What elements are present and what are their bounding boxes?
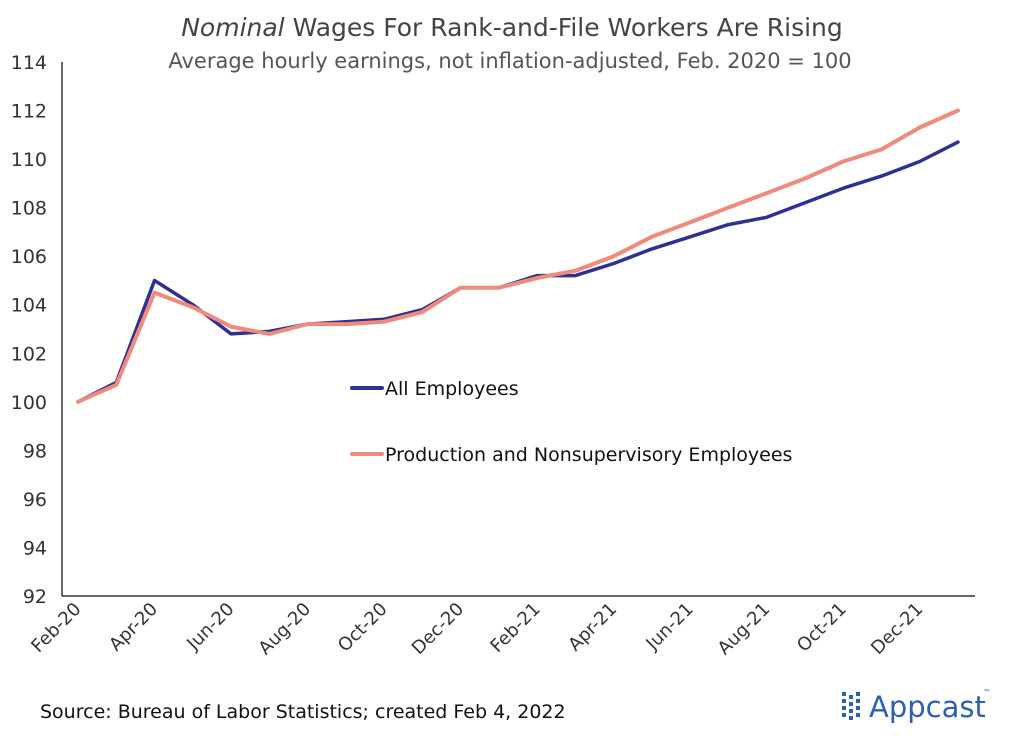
logo-dot xyxy=(849,695,853,699)
x-tick-label: Aug-21 xyxy=(714,599,774,659)
y-tick-label: 104 xyxy=(11,295,47,317)
logo-dot xyxy=(842,706,846,710)
x-tick-label: Jun-20 xyxy=(182,599,238,655)
series-lines xyxy=(76,108,960,404)
y-tick-label: 94 xyxy=(23,537,47,559)
source-note: Source: Bureau of Labor Statistics; crea… xyxy=(40,701,566,723)
y-tick-label: 92 xyxy=(23,586,47,608)
y-axis-ticks: 92 94 96 98 100 102 104 106 108 110 112 114 xyxy=(11,52,47,608)
logo-dot xyxy=(842,692,846,696)
logo-dot xyxy=(856,692,860,696)
logo-text: Appcast xyxy=(869,690,986,724)
x-tick-label: Aug-20 xyxy=(255,599,315,659)
x-tick-label: Oct-21 xyxy=(793,599,851,657)
y-tick-label: 96 xyxy=(23,489,47,511)
x-axis-ticks: Feb-20 Apr-20 Jun-20 Aug-20 Oct-20 Dec-20 Feb-… xyxy=(27,599,927,659)
logo-mark-icon xyxy=(842,692,860,720)
logo-trademark: ™ xyxy=(983,688,991,697)
logo-dot xyxy=(856,706,860,710)
x-tick-label: Apr-20 xyxy=(105,599,162,656)
chart-title-rest: Wages For Rank-and-File Workers Are Risi… xyxy=(285,13,843,42)
axes xyxy=(61,62,975,597)
chart-subtitle: Average hourly earnings, not inflation-a… xyxy=(168,49,851,73)
y-tick-label: 112 xyxy=(11,101,47,123)
y-tick-label: 114 xyxy=(11,52,47,74)
y-tick-label: 106 xyxy=(11,246,47,268)
x-tick-label: Dec-20 xyxy=(408,599,468,659)
y-tick-label: 108 xyxy=(11,198,47,220)
chart-title-italic: Nominal xyxy=(181,13,284,42)
logo-dot xyxy=(849,702,853,706)
logo-dot xyxy=(842,699,846,703)
logo-dot xyxy=(842,713,846,717)
x-tick-label: Feb-21 xyxy=(486,599,544,657)
logo-dot xyxy=(849,709,853,713)
appcast-logo: Appcast ™ xyxy=(842,688,991,724)
x-tick-label: Jun-21 xyxy=(641,599,697,655)
x-tick-label: Oct-20 xyxy=(334,599,392,657)
y-tick-label: 102 xyxy=(11,343,47,365)
y-tick-label: 110 xyxy=(11,149,47,171)
legend-label: All Employees xyxy=(385,378,519,400)
logo-dot xyxy=(856,699,860,703)
y-tick-label: 100 xyxy=(11,392,47,414)
logo-dot xyxy=(856,713,860,717)
legend: All Employees Production and Nonsuperviso… xyxy=(350,378,792,466)
series-line-production-nonsupervisory xyxy=(76,108,960,404)
x-tick-label: Apr-21 xyxy=(564,599,621,656)
y-tick-label: 98 xyxy=(23,440,47,462)
logo-dot xyxy=(849,716,853,720)
series-line-all-employees xyxy=(76,140,960,404)
chart-title: Nominal Wages For Rank-and-File Workers … xyxy=(181,13,843,42)
x-tick-label: Dec-21 xyxy=(867,599,927,659)
legend-label: Production and Nonsupervisory Employees xyxy=(385,444,792,466)
